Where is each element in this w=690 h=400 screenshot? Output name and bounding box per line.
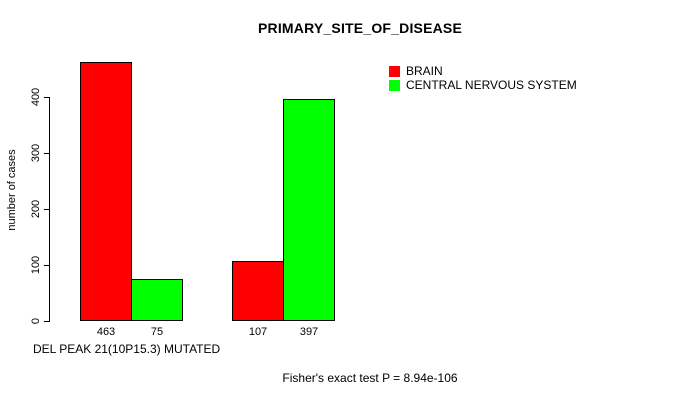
legend-label-cns: CENTRAL NERVOUS SYSTEM	[406, 78, 577, 92]
fisher-test-annotation: Fisher's exact test P = 8.94e-106	[282, 371, 458, 385]
bar-brain-group2	[232, 261, 284, 321]
y-tick-label: 400	[30, 87, 42, 107]
bar-value-label: 463	[96, 326, 116, 338]
legend-label-brain: BRAIN	[406, 64, 443, 78]
chart-title: PRIMARY_SITE_OF_DISEASE	[257, 20, 463, 36]
y-tick	[44, 153, 50, 154]
legend-item-brain: BRAIN	[389, 65, 577, 77]
legend-swatch-brain	[389, 65, 400, 77]
y-tick	[44, 97, 50, 98]
bar-value-label: 107	[248, 326, 268, 338]
bar-value-label: 75	[150, 326, 164, 338]
y-tick-label: 100	[30, 255, 42, 275]
legend-item-cns: CENTRAL NERVOUS SYSTEM	[389, 79, 577, 91]
legend: BRAIN CENTRAL NERVOUS SYSTEM	[389, 65, 577, 91]
x-axis-title: DEL PEAK 21(10P15.3) MUTATED	[33, 342, 221, 356]
y-tick	[44, 265, 50, 266]
legend-swatch-cns	[389, 79, 400, 91]
y-tick	[44, 209, 50, 210]
bar-value-label: 397	[299, 326, 319, 338]
y-tick	[44, 321, 50, 322]
y-tick-label: 0	[30, 317, 42, 325]
bar-brain-group1	[80, 62, 132, 321]
bar-central-nervous-system-group1	[131, 279, 183, 321]
y-tick-label: 300	[30, 143, 42, 163]
bar-central-nervous-system-group2	[283, 99, 335, 321]
y-tick-label: 200	[30, 199, 42, 219]
y-axis-title: number of cases	[6, 149, 18, 231]
